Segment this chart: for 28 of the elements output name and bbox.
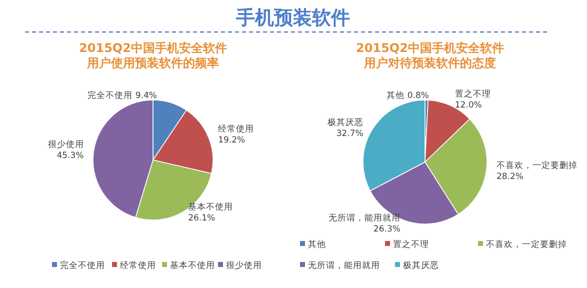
data-label: 28.2% — [496, 172, 524, 182]
legend-label: 完全不使用 — [60, 260, 105, 271]
legend-label: 极其厌恶 — [402, 260, 439, 271]
legend-label: 经常使用 — [120, 260, 156, 271]
slice-label: 不喜欢，一定要删掉 — [496, 160, 578, 172]
data-label: 26.1% — [188, 214, 216, 224]
legend-label: 置之不理 — [393, 239, 429, 250]
category-label: 其他 0.8% — [386, 91, 429, 101]
chart-title: 2015Q2中国手机安全软件用户使用预装软件的频率 — [79, 41, 227, 70]
slice-label: 极其厌恶 — [326, 116, 364, 128]
data-label: 32.7% — [336, 128, 364, 139]
legend-label: 基本不使用 — [170, 260, 215, 271]
legend-label: 其他 — [308, 239, 326, 250]
data-label: 19.2% — [218, 136, 246, 146]
legend-label: 不喜欢，一定要删掉 — [486, 239, 567, 250]
legend-label: 很少使用 — [226, 260, 262, 271]
category-label: 完全不使用 9.4% — [88, 91, 157, 101]
text: 手机预装软件 — [235, 7, 350, 29]
slice-label: 基本不使用 — [188, 202, 234, 213]
data-label: 12.0% — [454, 100, 482, 110]
slice-label: 很少使用 — [48, 139, 84, 150]
slice-label: 无所谓，能用就用 — [328, 212, 400, 224]
data-label: 26.3% — [373, 224, 400, 235]
data-label: 45.3% — [56, 151, 84, 162]
slice-label: 经常使用 — [218, 124, 254, 135]
chart-title: 2015Q2中国手机安全软件用户对待预装软件的态度 — [356, 41, 504, 70]
slice-label: 置之不理 — [454, 88, 491, 100]
legend-label: 无所谓，能用就用 — [308, 260, 380, 271]
